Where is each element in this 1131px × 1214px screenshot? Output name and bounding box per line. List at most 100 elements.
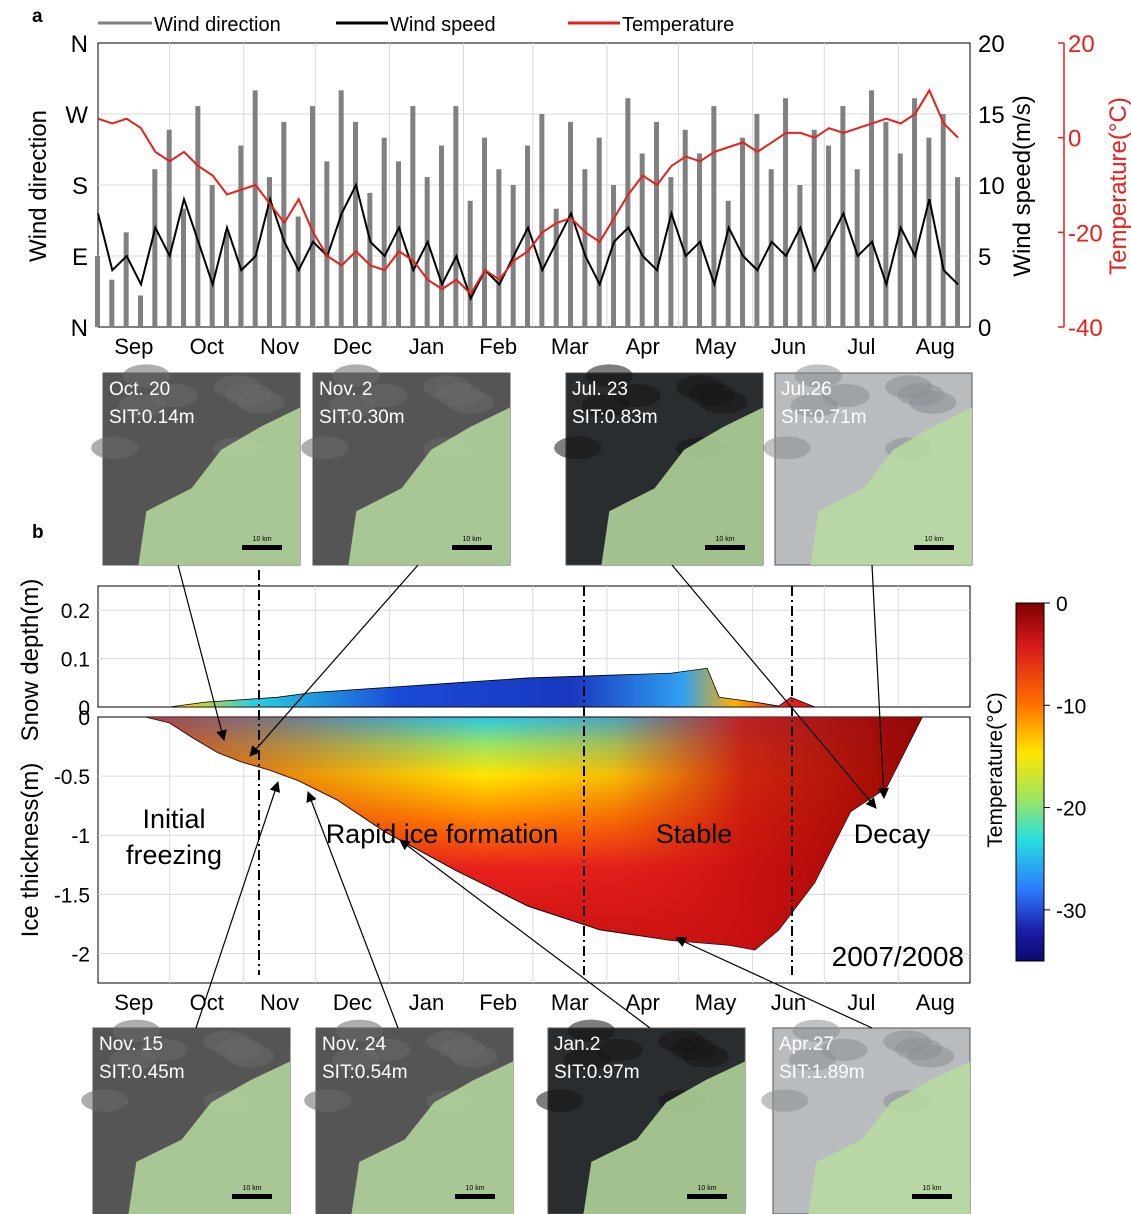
- thumbnail-sit: SIT:0.30m: [319, 407, 405, 428]
- year-label: 2007/2008: [832, 941, 964, 972]
- thumbnail-texture: [681, 1045, 730, 1068]
- thumbnail-texture: [763, 436, 811, 460]
- scale-bar-label: 10 km: [252, 536, 271, 543]
- ice-tick-label: -1: [71, 825, 90, 848]
- thumbnail-sit: SIT:0.45m: [99, 1062, 185, 1083]
- thumbnail-date: Apr.27: [779, 1034, 834, 1055]
- colorbar-tick-label: -10: [1056, 695, 1086, 718]
- panel-a-grid: [98, 43, 970, 327]
- land-overlay: [601, 407, 763, 565]
- scale-bar-label: 10 km: [465, 1185, 484, 1192]
- arrow-nov15: [195, 780, 281, 1029]
- thumbnail-texture: [140, 1038, 188, 1062]
- wind-direction-bar: [281, 121, 287, 327]
- scale-bar: [242, 545, 282, 550]
- wind-direction-bar: [697, 153, 703, 327]
- satellite-thumbnail: Nov. 2 SIT:0.30m 10 km: [301, 364, 511, 566]
- month-label: Jul: [847, 334, 875, 359]
- thumbnail-texture: [446, 390, 495, 414]
- wind-direction-bar: [754, 114, 760, 327]
- thumbnail-texture: [794, 364, 842, 388]
- month-label: Feb: [479, 334, 517, 359]
- thumbnail-texture: [304, 1089, 352, 1112]
- wind-direction-bar: [940, 114, 946, 327]
- snow-grid: [98, 586, 970, 707]
- snow-depth-area: [98, 667, 959, 708]
- thumbnail-sit: SIT:0.97m: [554, 1062, 640, 1083]
- wind-direction-tick-label: N: [71, 315, 88, 342]
- month-label: Mar: [551, 334, 589, 359]
- arrow-jul23: [671, 564, 877, 809]
- ylabel-wind-speed: Wind speed(m/s): [1009, 95, 1036, 276]
- wind-direction-tick-label: W: [65, 102, 88, 129]
- panel-b-ice: [97, 716, 971, 984]
- wind-direction-bar: [611, 185, 617, 327]
- colorbar: 0 -10 -20 -30 Temperature(°C): [984, 593, 1086, 962]
- wind-direction-bar: [396, 161, 402, 327]
- thumbnail-texture: [699, 390, 748, 414]
- snow-tick-label: 0.2: [61, 600, 90, 623]
- colorbar-label: Temperature(°C): [984, 692, 1007, 847]
- scale-bar: [232, 1194, 272, 1199]
- scale-bar: [914, 545, 954, 550]
- month-label: Nov: [260, 990, 299, 1015]
- wind-direction-bar: [897, 153, 903, 327]
- thumbnail-date: Nov. 24: [322, 1034, 387, 1055]
- wind-direction-bar: [668, 177, 674, 327]
- colorbar-tick-label: -30: [1056, 900, 1086, 923]
- thumbnail-texture: [554, 436, 602, 460]
- wind-direction-bar: [797, 185, 803, 327]
- ice-thickness-ticks: 0 -0.5 -1 -1.5 -2: [54, 707, 90, 966]
- wind-direction-bar: [324, 161, 330, 327]
- thumbnail-sit: SIT:0.54m: [322, 1062, 408, 1083]
- satellite-thumbnail: Nov. 24 SIT:0.54m 10 km: [304, 1019, 514, 1214]
- scale-bar: [687, 1194, 727, 1199]
- thumbnail-texture: [595, 1038, 643, 1062]
- arrow-jan2: [399, 839, 651, 1029]
- wind-direction-bar: [152, 169, 158, 327]
- scale-bar: [912, 1194, 952, 1199]
- month-label: Jan: [409, 990, 444, 1015]
- thumbnail-texture: [91, 436, 139, 460]
- ylabel-temperature: Temperature(°C): [1105, 97, 1131, 275]
- wind-direction-bar: [439, 145, 445, 327]
- wind-direction-bar: [109, 279, 115, 327]
- wind-direction-bar: [95, 256, 100, 327]
- land-overlay: [138, 407, 300, 565]
- satellite-thumbnail: Jul. 23 SIT:0.83m 10 km: [554, 364, 764, 566]
- wind-direction-bar: [926, 137, 932, 327]
- wind-direction-bar: [711, 106, 717, 327]
- thumbnail-texture: [761, 1089, 809, 1112]
- phase-rapid-ice-formation: Rapid ice formation: [326, 819, 559, 849]
- colorbar-ticks: 0 -10 -20 -30: [1044, 593, 1086, 923]
- panel-b-month-labels: Sep Oct Nov Dec Jan Feb Mar Apr May Jun Jul Aug: [114, 990, 955, 1015]
- thumbnail-texture: [363, 1038, 411, 1062]
- satellite-thumbnails-bottom: Nov. 15 SIT:0.45m 10 km Nov. 24 SIT:0.54m 10 …: [81, 1019, 971, 1214]
- scale-bar-label: 10 km: [715, 536, 734, 543]
- thumbnail-texture: [536, 1089, 584, 1112]
- colorbar-ramp: [1015, 602, 1045, 962]
- ylabel-snow-depth: Snow depth(m): [17, 579, 44, 742]
- wind-direction-bar: [854, 169, 860, 327]
- month-label: Nov: [260, 334, 299, 359]
- wind-speed-tick-label: 15: [978, 102, 1005, 129]
- phase-initial-freezing-line2: freezing: [126, 840, 222, 870]
- wind-direction-bar: [267, 177, 273, 327]
- land-overlay: [351, 1061, 513, 1214]
- month-label: May: [695, 990, 737, 1015]
- wind-speed-line: [97, 182, 959, 302]
- wind-direction-bar: [553, 208, 559, 327]
- wind-direction-bar: [224, 232, 230, 327]
- wind-direction-bar: [811, 129, 817, 327]
- wind-direction-bar: [596, 137, 602, 327]
- wind-direction-bar: [295, 216, 301, 327]
- temperature-tick-label: 20: [1068, 31, 1095, 58]
- wind-direction-bar: [525, 145, 531, 327]
- scale-bar: [455, 1194, 495, 1199]
- ylabel-wind-direction: Wind direction: [25, 110, 52, 262]
- thumbnail-texture: [360, 384, 408, 408]
- wind-direction-bar: [725, 200, 731, 327]
- thumbnail-texture: [112, 1019, 160, 1042]
- wind-direction-bar: [826, 145, 832, 327]
- wind-direction-bar: [353, 121, 359, 327]
